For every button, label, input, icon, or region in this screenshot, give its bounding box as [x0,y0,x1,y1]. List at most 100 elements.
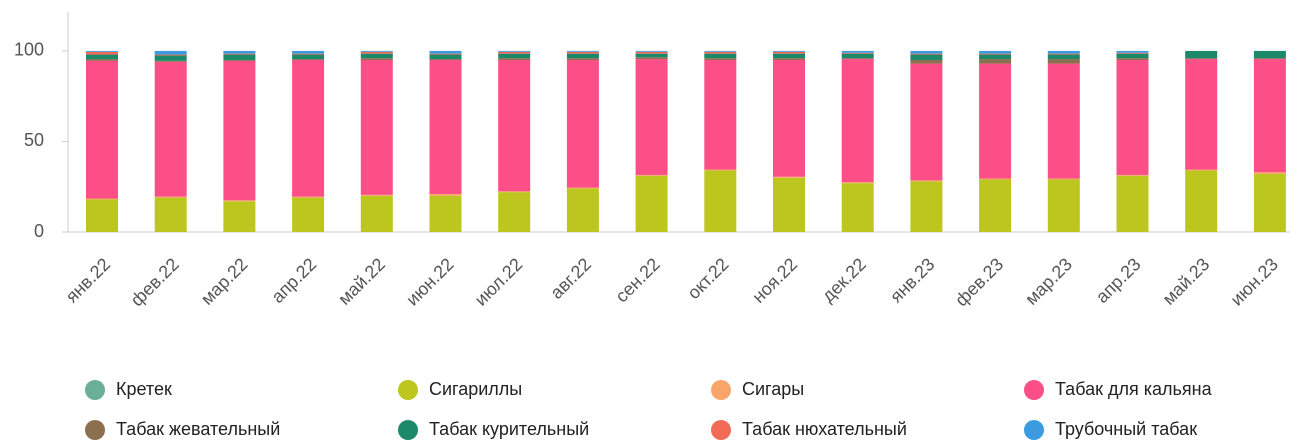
legend-label: Сигары [742,379,804,399]
legend-marker [85,380,105,400]
bar-segment [360,194,393,196]
bar-segment [635,59,668,175]
bar-segment [498,50,531,52]
bar-segment [1047,63,1080,179]
bar-segment [86,54,118,60]
bar-segment [86,50,118,52]
bar-segment [498,191,531,193]
bar-segment [1047,59,1080,64]
bar-segment [1116,50,1149,53]
bar-segment [1185,58,1218,60]
x-tick-label: июн.23 [1227,254,1283,310]
bar-segment [773,51,805,54]
x-tick-label: мар.22 [197,254,252,309]
bar-segment [1253,59,1286,173]
x-tick-label: окт.22 [683,254,732,303]
bar-segment [566,53,599,59]
bar-segment [841,52,874,54]
bar-segment [154,61,187,197]
bar-segment [223,50,256,54]
legend-marker [1024,380,1044,400]
legend-marker [398,380,418,400]
bar-segment [1047,54,1080,60]
bar-segment [1253,50,1286,59]
bar-segment [1185,59,1218,170]
legend-marker [85,420,105,440]
bar-segment [910,59,943,64]
bar-segment [86,60,118,199]
y-tick-label: 0 [34,221,44,241]
bar-segment [429,50,462,54]
x-tick-label: фев.23 [951,254,1007,310]
bar-segment [292,196,325,198]
bar-segment [1185,169,1218,171]
bar-segment [841,183,874,232]
bar-segment [704,58,737,60]
bar-segment [841,53,874,59]
bar-segment [910,50,943,54]
bar-segment [1116,53,1149,59]
bar-segment [360,195,393,232]
bar-segment [910,54,943,60]
bar-segment [429,59,462,60]
bar-segment [773,59,805,177]
x-tick-label: янв.23 [886,254,939,307]
bar-segment [635,51,668,54]
bar-segment [223,59,256,61]
bar-segment [635,174,668,176]
bar-segment [292,53,325,55]
bar-segment [360,51,393,54]
x-tick-label: июл.22 [471,254,527,310]
x-tick-label: дек.22 [818,254,870,306]
bar-segment [841,182,874,184]
x-tick-label: сен.22 [611,254,663,306]
legend-label: Табак нюхательный [742,419,907,439]
bar-segment [841,58,874,60]
legend-label: Табак курительный [429,419,589,439]
bar-segment [1185,170,1218,232]
bar-segment [223,53,256,55]
bar-segment [429,195,462,232]
bar-segment [704,50,737,52]
bar-segment [704,51,737,54]
bar-segment [86,59,118,61]
bar-segment [1253,174,1286,232]
bar-segment [1116,59,1149,175]
bar-segment [1116,58,1149,60]
bar-segment [566,58,599,60]
bar-segment [910,180,943,182]
bar-segment [773,50,805,52]
bar-segment [1253,172,1286,175]
bar-segment [292,197,325,232]
bar-segment [910,181,943,232]
bar-segment [979,50,1012,54]
bar-segment [635,50,668,52]
bar-segment [223,60,256,201]
bar-segment [223,200,256,202]
bar-segment [292,59,325,60]
x-tick-label: июн.22 [402,254,458,310]
bar-segment [635,57,668,60]
legend-marker [398,420,418,440]
bar-segment [773,176,805,178]
bar-segment [704,169,737,171]
bar-segment [1116,175,1149,232]
bar-segment [360,50,393,52]
bar-segment [910,63,943,181]
bar-segment [154,197,187,232]
bar-segment [154,50,187,55]
legend-label: Кретек [116,379,172,399]
bar-segment [979,54,1012,60]
bar-segment [86,199,118,232]
bar-segment [498,58,531,60]
bar-segment [1116,174,1149,176]
legend-label: Трубочный табак [1055,419,1197,439]
bar-segment [498,51,531,54]
bar-segment [360,59,393,195]
bar-segment [704,170,737,232]
bar-segment [154,54,187,56]
bar-segment [223,201,256,232]
legend-label: Сигариллы [429,379,522,399]
bar-segment [1047,179,1080,232]
